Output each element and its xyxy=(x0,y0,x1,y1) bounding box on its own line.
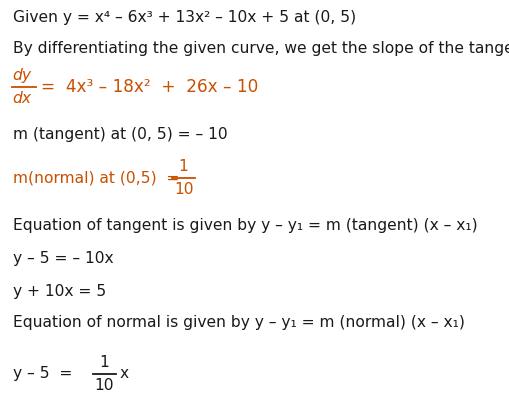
Text: y – 5 = – 10x: y – 5 = – 10x xyxy=(13,252,113,266)
Text: dx: dx xyxy=(13,91,32,106)
Text: 1: 1 xyxy=(99,355,109,370)
Text: m(normal) at (0,5)  =: m(normal) at (0,5) = xyxy=(13,170,179,185)
Text: x: x xyxy=(120,366,129,381)
Text: 10: 10 xyxy=(95,378,114,393)
Text: By differentiating the given curve, we get the slope of the tangent: By differentiating the given curve, we g… xyxy=(13,41,509,56)
Text: y – 5  =: y – 5 = xyxy=(13,366,72,381)
Text: m (tangent) at (0, 5) = – 10: m (tangent) at (0, 5) = – 10 xyxy=(13,127,227,142)
Text: =  4x³ – 18x²  +  26x – 10: = 4x³ – 18x² + 26x – 10 xyxy=(41,78,258,96)
Text: y + 10x = 5: y + 10x = 5 xyxy=(13,284,106,299)
Text: 1: 1 xyxy=(178,159,188,173)
Text: Equation of tangent is given by y – y₁ = m (tangent) (x – x₁): Equation of tangent is given by y – y₁ =… xyxy=(13,218,476,233)
Text: 10: 10 xyxy=(174,182,193,197)
Text: Given y = x⁴ – 6x³ + 13x² – 10x + 5 at (0, 5): Given y = x⁴ – 6x³ + 13x² – 10x + 5 at (… xyxy=(13,10,355,25)
Text: Equation of normal is given by y – y₁ = m (normal) (x – x₁): Equation of normal is given by y – y₁ = … xyxy=(13,316,464,330)
Text: dy: dy xyxy=(13,68,32,83)
